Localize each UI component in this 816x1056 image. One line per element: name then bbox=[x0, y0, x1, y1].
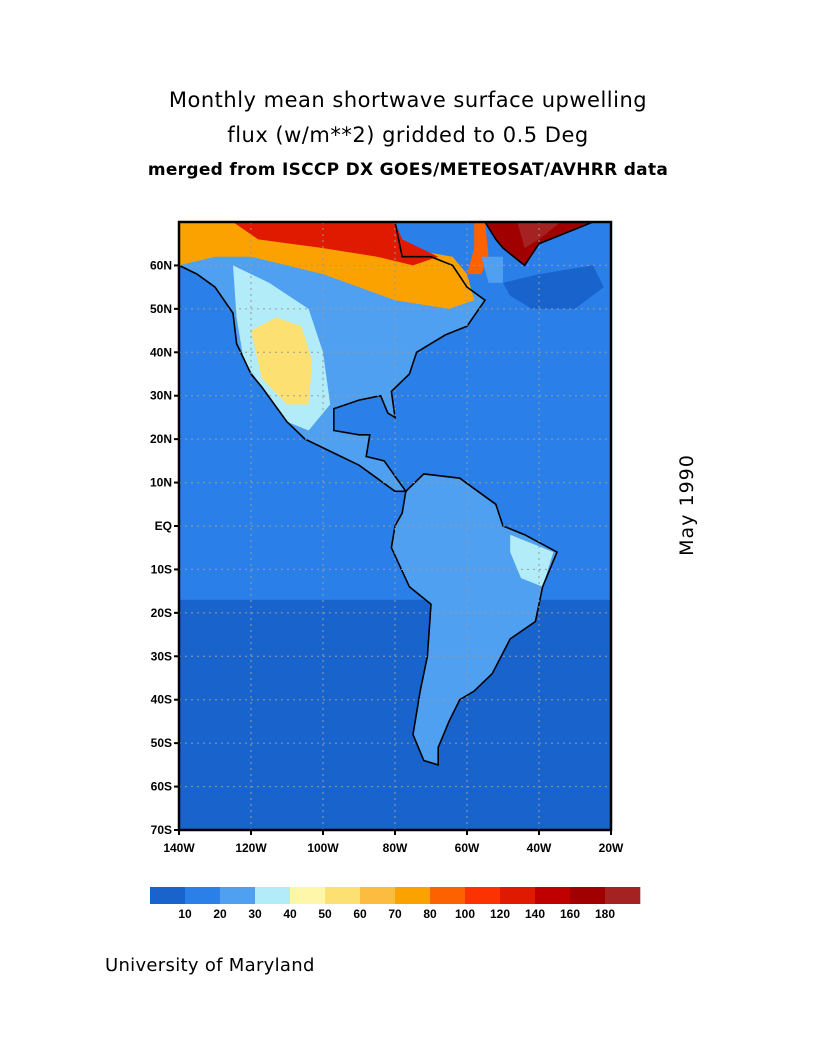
colorbar-swatch bbox=[325, 887, 361, 904]
colorbar-swatch bbox=[465, 887, 501, 904]
lat-tick-label: 30N bbox=[150, 389, 172, 403]
lat-tick-label: 20N bbox=[150, 432, 172, 446]
ice-edge bbox=[481, 256, 503, 283]
na-coastline bbox=[178, 221, 487, 493]
western-desert bbox=[251, 317, 313, 405]
colorbar-label: 180 bbox=[595, 907, 615, 921]
colorbar-label: 60 bbox=[353, 907, 367, 921]
lon-tick-label: 20W bbox=[599, 841, 624, 855]
lon-tick-label: 140W bbox=[163, 841, 195, 855]
colorbar-swatch bbox=[395, 887, 431, 904]
title-line-2: flux (w/m**2) gridded to 0.5 Deg bbox=[227, 123, 589, 147]
lat-tick-label: 50N bbox=[150, 302, 172, 316]
lat-tick-label: EQ bbox=[155, 519, 172, 533]
lon-tick-label: 40W bbox=[527, 841, 552, 855]
colorbar-label: 160 bbox=[560, 907, 580, 921]
lat-tick-label: 10S bbox=[151, 562, 172, 576]
colorbar-swatch bbox=[290, 887, 326, 904]
north-atlantic-low bbox=[503, 265, 604, 309]
colorbar-label: 30 bbox=[248, 907, 262, 921]
colorbar-label: 50 bbox=[318, 907, 332, 921]
lat-tick-label: 60N bbox=[150, 258, 172, 272]
title-line-1: Monthly mean shortwave surface upwelling bbox=[168, 88, 648, 112]
title-line-3: merged from ISCCP DX GOES/METEOSAT/AVHRR… bbox=[147, 160, 669, 180]
colorbar-label: 100 bbox=[455, 907, 475, 921]
colorbar-swatch bbox=[500, 887, 536, 904]
colorbar-label: 140 bbox=[525, 907, 545, 921]
colorbar-label: 80 bbox=[423, 907, 437, 921]
colorbar-swatch bbox=[255, 887, 291, 904]
colorbar-label: 70 bbox=[388, 907, 402, 921]
lon-tick-label: 100W bbox=[307, 841, 339, 855]
lat-tick-label: 20S bbox=[151, 606, 172, 620]
footer-credit: University of Maryland bbox=[105, 955, 315, 976]
lon-tick-label: 80W bbox=[383, 841, 408, 855]
lon-tick-label: 60W bbox=[455, 841, 480, 855]
lat-tick-label: 50S bbox=[151, 736, 172, 750]
lon-tick-label: 120W bbox=[235, 841, 267, 855]
colorbar-swatch bbox=[570, 887, 606, 904]
map-frame bbox=[177, 220, 613, 832]
lat-tick-label: 40S bbox=[151, 693, 172, 707]
lat-tick-label: 60S bbox=[151, 780, 172, 794]
arctic-snow bbox=[233, 222, 439, 266]
colorbar-label: 20 bbox=[213, 907, 227, 921]
lat-tick-label: 70S bbox=[151, 823, 172, 837]
lat-tick-label: 40N bbox=[150, 345, 172, 359]
sa-coastline bbox=[390, 473, 559, 766]
colorbar-label: 10 bbox=[178, 907, 192, 921]
lat-tick-label: 10N bbox=[150, 476, 172, 490]
colorbar-swatch bbox=[430, 887, 466, 904]
colorbar-swatch bbox=[185, 887, 221, 904]
colorbar-label: 120 bbox=[490, 907, 510, 921]
colorbar-swatch bbox=[605, 887, 641, 904]
colorbar-swatch bbox=[220, 887, 256, 904]
colorbar-label: 40 bbox=[283, 907, 297, 921]
colorbar-swatch bbox=[535, 887, 571, 904]
lat-tick-label: 30S bbox=[151, 649, 172, 663]
date-label: May 1990 bbox=[676, 454, 698, 556]
colorbar-swatch bbox=[360, 887, 396, 904]
ne-brazil bbox=[510, 534, 554, 587]
colorbar-swatch bbox=[150, 887, 186, 904]
